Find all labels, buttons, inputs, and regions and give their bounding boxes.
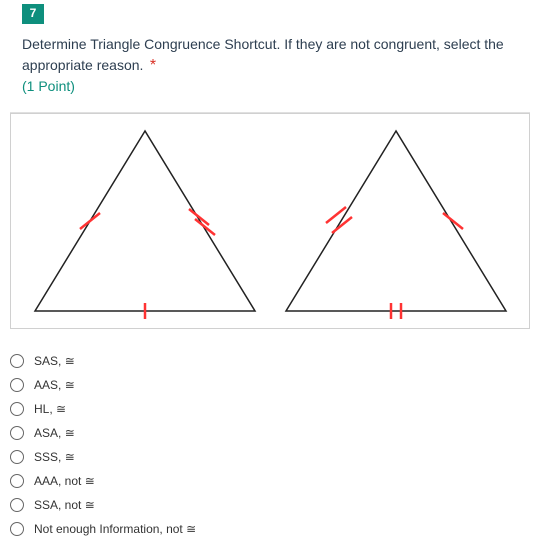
question-container: 7 Determine Triangle Congruence Shortcut… — [0, 0, 540, 549]
option-hl[interactable]: HL, ≅ — [10, 397, 530, 421]
question-text: Determine Triangle Congruence Shortcut. … — [22, 36, 504, 73]
option-label: SSA, not ≅ — [34, 498, 95, 512]
option-sss[interactable]: SSS, ≅ — [10, 445, 530, 469]
radio-icon — [10, 522, 24, 536]
option-label: HL, ≅ — [34, 402, 66, 416]
option-sas[interactable]: SAS, ≅ — [10, 349, 530, 373]
option-not-enough-info[interactable]: Not enough Information, not ≅ — [10, 517, 530, 541]
option-aas[interactable]: AAS, ≅ — [10, 373, 530, 397]
question-number-badge: 7 — [22, 4, 44, 24]
option-asa[interactable]: ASA, ≅ — [10, 421, 530, 445]
radio-icon — [10, 474, 24, 488]
option-label: SAS, ≅ — [34, 354, 75, 368]
options-list: SAS, ≅ AAS, ≅ HL, ≅ ASA, ≅ SSS, ≅ AAA, n… — [10, 341, 530, 549]
option-label: Not enough Information, not ≅ — [34, 522, 196, 536]
option-label: SSS, ≅ — [34, 450, 75, 464]
option-label: AAS, ≅ — [34, 378, 75, 392]
option-label: ASA, ≅ — [34, 426, 75, 440]
radio-icon — [10, 402, 24, 416]
triangle-left — [25, 121, 265, 321]
question-header: 7 Determine Triangle Congruence Shortcut… — [10, 0, 530, 113]
required-star: * — [150, 57, 156, 74]
option-label: AAA, not ≅ — [34, 474, 95, 488]
radio-icon — [10, 426, 24, 440]
points-text: (1 Point) — [22, 78, 518, 94]
radio-icon — [10, 378, 24, 392]
triangle-image-area — [10, 113, 530, 329]
option-aaa[interactable]: AAA, not ≅ — [10, 469, 530, 493]
triangle-right — [276, 121, 516, 321]
radio-icon — [10, 450, 24, 464]
radio-icon — [10, 354, 24, 368]
question-text-row: Determine Triangle Congruence Shortcut. … — [22, 34, 518, 76]
option-ssa[interactable]: SSA, not ≅ — [10, 493, 530, 517]
radio-icon — [10, 498, 24, 512]
